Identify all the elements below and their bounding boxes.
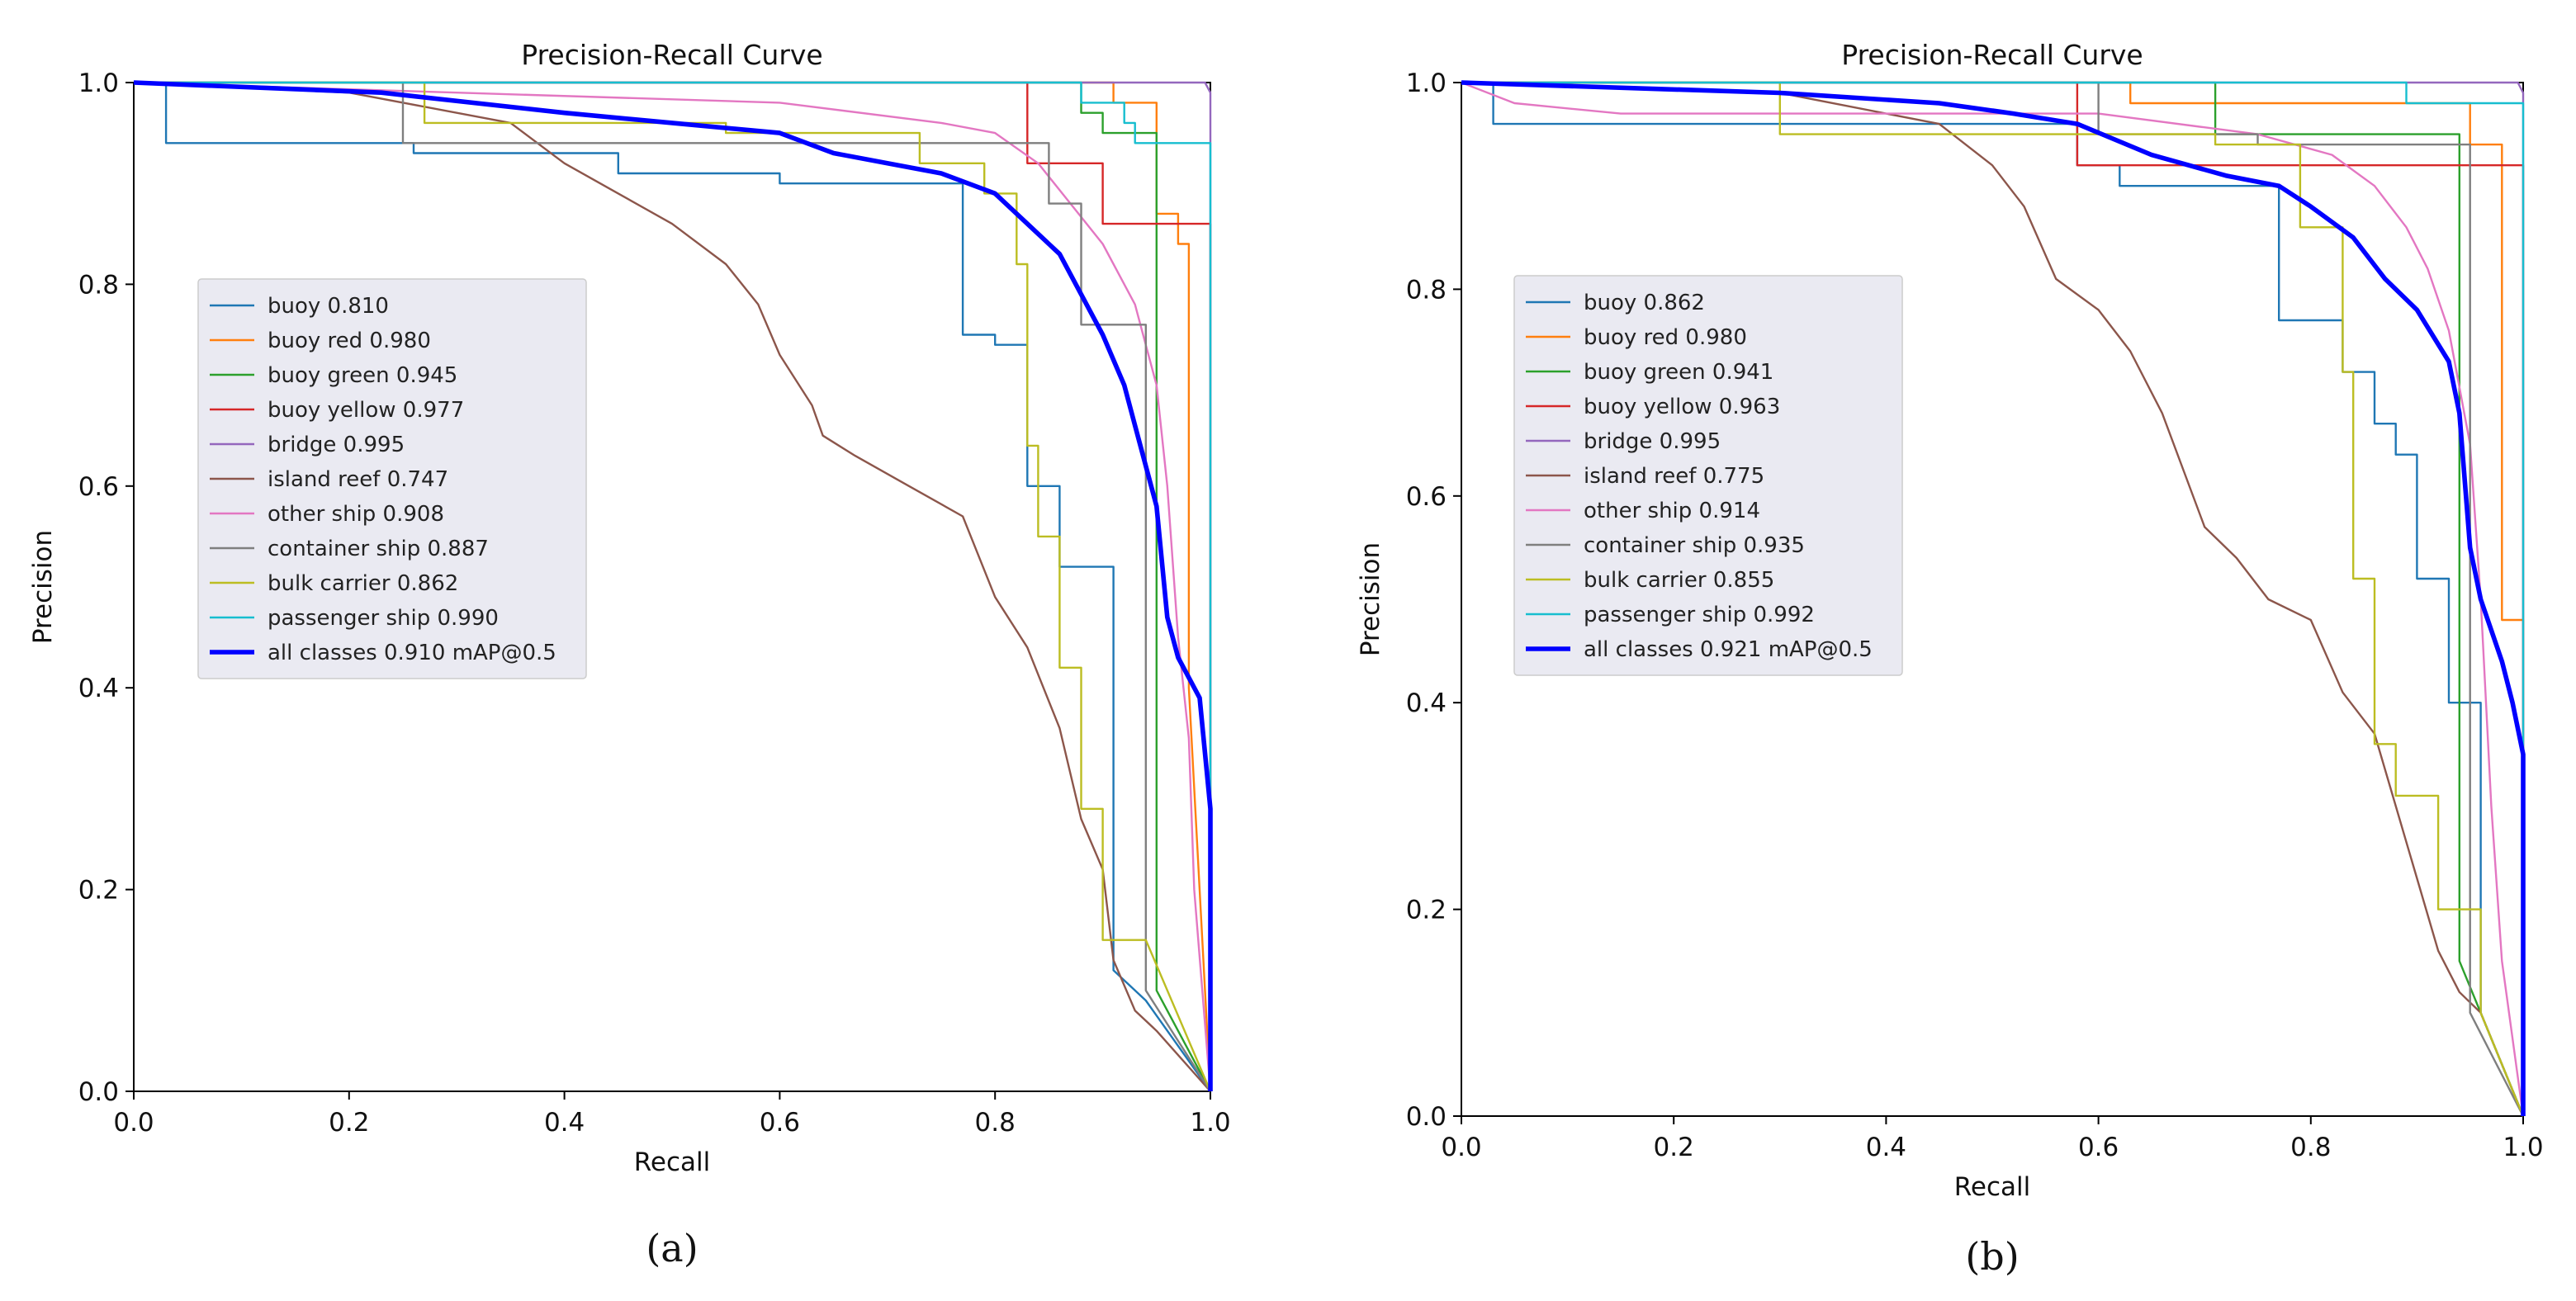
- legend-label-a-8: bulk carrier 0.862: [268, 571, 458, 596]
- legend-label-a-0: buoy 0.810: [268, 294, 389, 319]
- legend-label-a-5: island reef 0.747: [268, 467, 448, 492]
- curves-b: [1461, 80, 2526, 1117]
- legend-b: buoy 0.862 buoy red 0.980 buoy green 0.941…: [1513, 275, 1903, 676]
- legend-label-b-4: bridge 0.995: [1584, 429, 1721, 454]
- y-tick-label-a-0: 0.0: [78, 1077, 119, 1107]
- series-line-a-1: [134, 81, 1212, 1092]
- chart-panel-b: Precision-Recall Curve Recall Precision …: [1356, 39, 2544, 1279]
- series-line-a-5: [133, 81, 1211, 1092]
- legend-label-b-8: bulk carrier 0.855: [1584, 568, 1774, 593]
- legend-label-b-3: buoy yellow 0.963: [1584, 395, 1780, 419]
- y-tick-label-a-1: 0.2: [78, 876, 119, 906]
- legend-label-a-3: buoy yellow 0.977: [268, 398, 464, 423]
- legend-label-b-6: other ship 0.914: [1584, 499, 1760, 523]
- legend-a: buoy 0.810 buoy red 0.980 buoy green 0.945…: [197, 278, 587, 679]
- series-line-a-6: [133, 81, 1212, 1092]
- legend-label-a-7: container ship 0.887: [268, 537, 489, 561]
- series-line-b-8: [1461, 81, 2525, 1117]
- y-axis-label-b: Precision: [1356, 542, 1385, 656]
- chart-title-a: Precision-Recall Curve: [521, 39, 822, 71]
- chart-panel-a: Precision-Recall Curve Recall Precision …: [28, 39, 1231, 1270]
- x-tick-label-b-1: 0.2: [1654, 1133, 1694, 1162]
- series-line-a-9: [134, 81, 1212, 1091]
- legend-label-a-10: all classes 0.910 mAP@0.5: [268, 641, 556, 665]
- x-tick-label-a-1: 0.2: [329, 1108, 369, 1138]
- x-tick-label-b-3: 0.6: [2078, 1133, 2119, 1162]
- y-axis-label-a: Precision: [28, 530, 58, 644]
- legend-label-a-6: other ship 0.908: [268, 502, 444, 527]
- x-tick-label-b-2: 0.4: [1866, 1133, 1906, 1162]
- series-line-b-9: [1461, 81, 2525, 1116]
- legend-label-b-10: all classes 0.921 mAP@0.5: [1584, 637, 1873, 662]
- series-line-b-10: [1461, 80, 2526, 1116]
- series-line-a-7: [134, 81, 1212, 1092]
- legend-label-a-1: buoy red 0.980: [268, 329, 431, 353]
- series-line-b-7: [1461, 81, 2525, 1117]
- x-tick-label-b-4: 0.8: [2290, 1133, 2331, 1162]
- ticks-b: 0.0 0.2 0.4 0.6 0.8 1.0 0.0 0.2 0.4 0.6 0.8 1.0: [1406, 69, 2544, 1162]
- legend-box-a: [197, 278, 587, 679]
- x-tick-label-b-5: 1.0: [2503, 1133, 2543, 1162]
- x-tick-label-a-2: 0.4: [544, 1108, 585, 1138]
- y-tick-label-a-5: 1.0: [78, 69, 119, 98]
- legend-box-b: [1513, 275, 1903, 676]
- y-tick-label-b-5: 1.0: [1406, 69, 1447, 98]
- x-axis-label-a: Recall: [634, 1147, 711, 1177]
- legend-label-a-9: passenger ship 0.990: [268, 606, 499, 631]
- y-tick-label-a-3: 0.6: [78, 472, 119, 502]
- x-tick-label-a-3: 0.6: [760, 1108, 800, 1138]
- legend-label-b-2: buoy green 0.941: [1584, 360, 1773, 385]
- ticks-a: 0.0 0.2 0.4 0.6 0.8 1.0 0.0 0.2 0.4 0.6 0.8 1.0: [78, 69, 1231, 1138]
- x-tick-label-a-5: 1.0: [1190, 1108, 1230, 1138]
- legend-label-a-4: bridge 0.995: [268, 433, 405, 457]
- x-tick-label-a-4: 0.8: [975, 1108, 1016, 1138]
- caption-a: (a): [646, 1226, 698, 1270]
- series-line-b-5: [1461, 81, 2525, 1117]
- series-line-a-10: [133, 80, 1213, 1091]
- chart-title-b: Precision-Recall Curve: [1841, 39, 2143, 71]
- x-axis-label-b: Recall: [1954, 1172, 2031, 1202]
- legend-label-b-5: island reef 0.775: [1584, 464, 1764, 489]
- series-line-a-0: [134, 81, 1211, 1092]
- y-tick-label-b-1: 0.2: [1406, 896, 1447, 925]
- curves-a: [133, 80, 1213, 1092]
- legend-label-b-0: buoy 0.862: [1584, 291, 1705, 315]
- legend-label-b-7: container ship 0.935: [1584, 533, 1805, 558]
- legend-label-b-9: passenger ship 0.992: [1584, 603, 1815, 627]
- x-tick-label-b-0: 0.0: [1441, 1133, 1481, 1162]
- y-tick-label-a-2: 0.4: [78, 674, 119, 703]
- x-tick-label-a-0: 0.0: [113, 1108, 154, 1138]
- caption-b: (b): [1965, 1234, 2019, 1279]
- y-tick-label-a-4: 0.8: [78, 270, 119, 300]
- y-tick-label-b-4: 0.8: [1406, 275, 1447, 305]
- y-tick-label-b-0: 0.0: [1406, 1102, 1447, 1132]
- legend-label-b-1: buoy red 0.980: [1584, 325, 1747, 350]
- legend-label-a-2: buoy green 0.945: [268, 363, 457, 388]
- y-tick-label-b-3: 0.6: [1406, 482, 1447, 512]
- y-tick-label-b-2: 0.4: [1406, 688, 1447, 718]
